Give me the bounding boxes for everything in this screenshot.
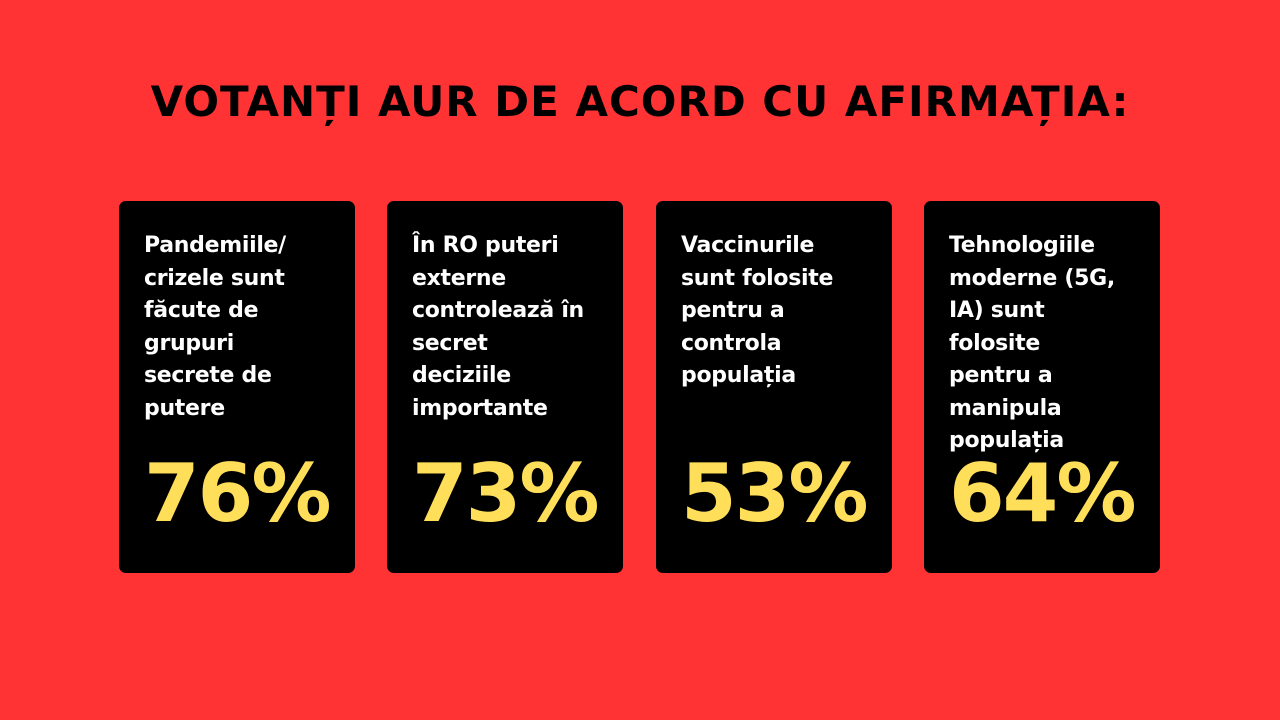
- agreement-percent: 73%: [412, 447, 599, 540]
- statement-card-pandemics: Pandemiile/ crizele sunt făcute de grupu…: [119, 201, 355, 573]
- statement-text: Vaccinurile sunt folosite pentru a contr…: [681, 233, 834, 388]
- statement-card-vaccines: Vaccinurile sunt folosite pentru a contr…: [656, 201, 892, 573]
- statement-text: Tehnologiile moderne (5G, IA) sunt folos…: [949, 233, 1115, 453]
- statement-card-technologies: Tehnologiile moderne (5G, IA) sunt folos…: [924, 201, 1160, 573]
- headline: VOTANȚI AUR DE ACORD CU AFIRMAȚIA:: [150, 77, 1130, 126]
- agreement-percent: 64%: [949, 447, 1136, 540]
- statement-card-external-powers: În RO puteri externe controlează în secr…: [387, 201, 623, 573]
- agreement-percent: 53%: [681, 447, 868, 540]
- agreement-percent: 76%: [144, 447, 331, 540]
- statement-text: Pandemiile/ crizele sunt făcute de grupu…: [144, 233, 286, 421]
- statement-text: În RO puteri externe controlează în secr…: [412, 233, 584, 421]
